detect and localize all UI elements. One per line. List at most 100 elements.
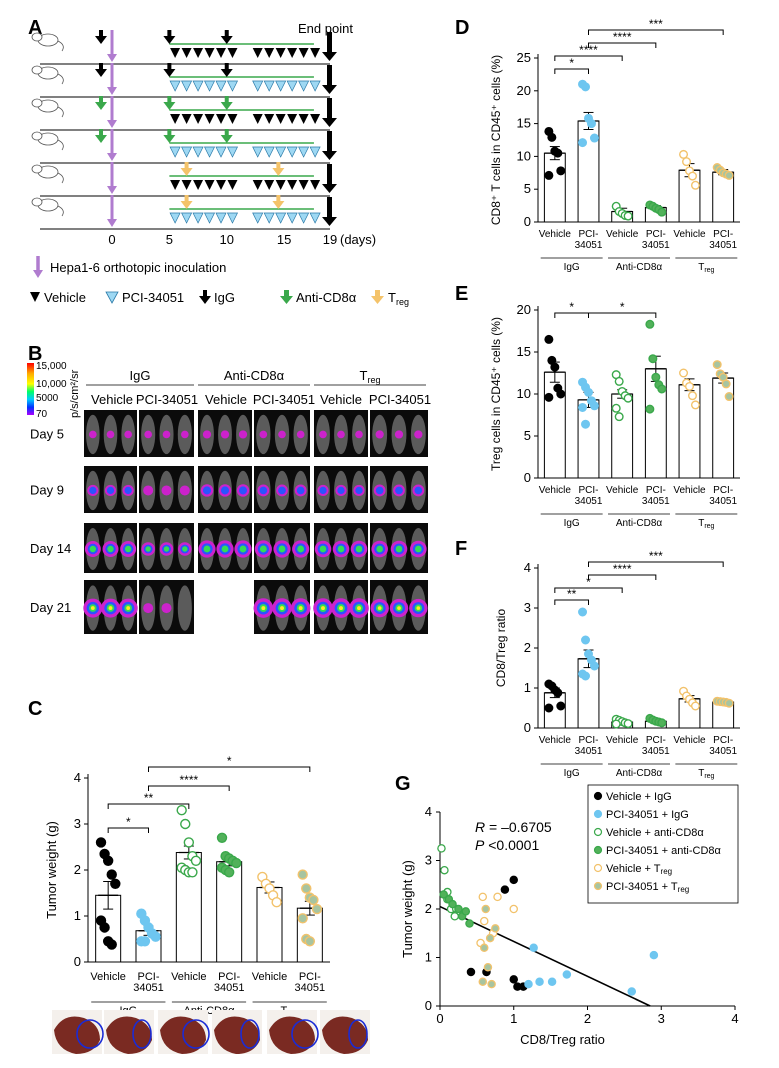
y-tick-label: 4 <box>74 770 81 785</box>
vehicle-triangle-icon <box>30 292 40 302</box>
data-point <box>450 912 459 921</box>
x-tick-label: 0 <box>436 1011 443 1026</box>
group-label: Vehicle <box>606 485 639 496</box>
vehicle-triangle-icon <box>287 48 298 58</box>
data-point <box>437 844 446 853</box>
day-axis: 0 5 10 15 19 <box>108 232 337 247</box>
data-point <box>578 402 588 412</box>
data-point <box>627 987 637 996</box>
day-label: Day 21 <box>30 600 71 615</box>
significance-bracket <box>107 803 190 809</box>
data-point <box>614 376 624 386</box>
group-bracket-label: Anti-CD8α <box>616 768 663 779</box>
data-point <box>461 907 471 916</box>
pci-triangle-icon <box>169 212 181 224</box>
panel-letter-c: C <box>28 698 42 720</box>
mouse-image <box>370 466 428 513</box>
y-tick-label: 25 <box>517 50 531 65</box>
legend-anti-cd8: Anti-CD8α <box>296 290 357 305</box>
vehicle-triangle-icon <box>287 114 298 124</box>
schedule-row <box>31 162 337 197</box>
panel-letter-f: F <box>455 538 467 560</box>
y-tick-label: 1 <box>74 908 81 923</box>
treg-arrow-icon <box>272 162 285 176</box>
data-point <box>271 897 282 908</box>
vehicle-triangle-icon <box>252 180 263 190</box>
group-label: PCI- <box>646 229 666 240</box>
pci-triangle-icon <box>226 80 239 92</box>
vehicle-triangle-icon <box>310 114 321 124</box>
group-label: Vehicle <box>539 229 572 240</box>
treg-arrow-icon <box>180 195 193 209</box>
data-point <box>139 936 151 947</box>
y-tick-label: 4 <box>524 560 531 575</box>
pci-triangle-icon <box>275 80 287 92</box>
pci-triangle-icon <box>203 212 216 224</box>
y-tick-label: 10 <box>517 386 531 401</box>
legend-marker <box>593 791 603 801</box>
colorbar-tick: 70 <box>36 409 48 420</box>
imaging-subgroup-label: PCI-34051 <box>369 392 431 407</box>
group-label: Vehicle <box>539 735 572 746</box>
end-point-arrow-icon <box>322 32 337 61</box>
imaging-subgroup-label: Vehicle <box>205 392 247 407</box>
vehicle-triangle-icon <box>193 48 204 58</box>
data-point <box>724 170 734 180</box>
data-point <box>513 982 522 991</box>
anti_cd8-arrow-icon <box>95 96 107 110</box>
data-point <box>216 832 228 843</box>
data-point <box>690 701 700 711</box>
data-point <box>102 855 114 866</box>
data-point <box>308 894 319 906</box>
pci-triangle-icon <box>215 212 227 224</box>
legend-entry: Vehicle + anti-CD8α <box>606 827 704 839</box>
data-point <box>623 211 633 221</box>
group-label: PCI- <box>646 485 666 496</box>
treg-arrow-icon <box>180 162 193 176</box>
y-tick-label: 3 <box>524 600 531 615</box>
vehicle-triangle-icon <box>204 48 215 58</box>
pci-triangle-icon <box>169 146 181 158</box>
data-point <box>544 170 554 180</box>
imaging-subgroup-label: Vehicle <box>91 392 133 407</box>
data-point <box>712 360 722 370</box>
anti_cd8-arrow-icon <box>95 129 107 143</box>
significance-label: *** <box>649 17 663 31</box>
vehicle-triangle-icon <box>298 180 309 190</box>
pci-triangle-icon <box>215 146 227 158</box>
legend-entry: Vehicle + IgG <box>606 791 672 803</box>
pci-triangle-icon <box>286 212 298 224</box>
anti_cd8-arrow-icon <box>220 96 233 110</box>
group-label: Vehicle <box>673 735 706 746</box>
vehicle-triangle-icon <box>310 48 321 58</box>
y-tick-label: 3 <box>425 853 432 868</box>
pci-triangle-icon <box>252 212 264 224</box>
data-point <box>509 975 518 984</box>
data-point <box>581 635 591 645</box>
schedule-row <box>31 129 337 164</box>
data-point <box>724 392 734 402</box>
mouse-image <box>139 580 194 634</box>
data-point <box>491 924 500 933</box>
mouse-image <box>84 410 137 457</box>
anti_cd8-arrow-icon <box>220 129 233 143</box>
y-tick-label: 0 <box>524 214 531 229</box>
vehicle-triangle-icon <box>264 180 275 190</box>
data-point <box>493 892 502 902</box>
purple-arrow-head-icon <box>33 270 43 278</box>
data-point <box>556 166 566 176</box>
significance-label: * <box>620 300 625 314</box>
y-tick-label: 1 <box>524 680 531 695</box>
treatment-legend: Vehicle PCI-34051 IgG Anti-CD8α Treg <box>30 290 409 307</box>
data-point <box>187 867 198 878</box>
data-point <box>297 913 308 924</box>
group-bracket-label: IgG <box>564 768 580 779</box>
anti_cd8-arrow-icon <box>163 129 176 143</box>
group-label: Vehicle <box>673 485 706 496</box>
vehicle-triangle-icon <box>227 114 238 124</box>
scatter-legend: Vehicle + IgG PCI-34051 + IgG Vehicle + an… <box>587 784 739 904</box>
y-tick-label: 4 <box>425 804 432 819</box>
group-bracket-label: Anti-CD8α <box>616 518 663 529</box>
group-label: PCI- <box>299 971 321 983</box>
data-point <box>584 387 594 397</box>
